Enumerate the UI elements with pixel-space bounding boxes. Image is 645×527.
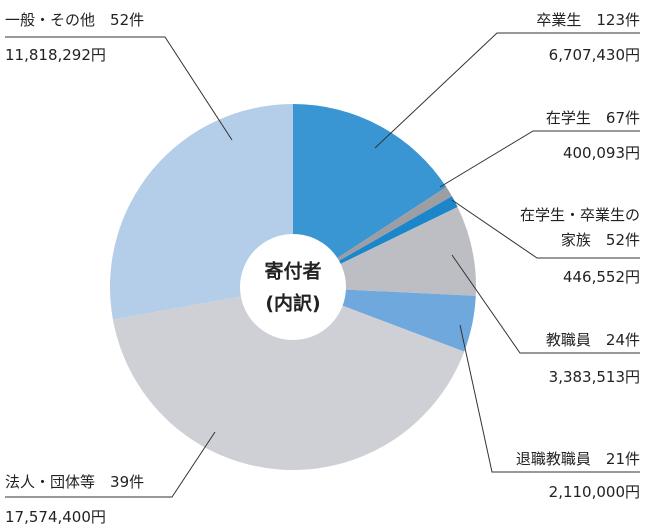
category-name: 教職員 xyxy=(545,331,591,349)
value-label: 2,110,000円 xyxy=(548,483,640,501)
value-label: 11,818,292円 xyxy=(5,46,106,64)
category-name: 在学生・卒業生の家族 xyxy=(519,206,640,249)
leader-line xyxy=(451,254,640,354)
center-label: (内訳) xyxy=(265,292,320,315)
leader-line xyxy=(439,130,640,188)
value-label: 3,383,513円 xyxy=(548,368,640,386)
category-name: 在学生 xyxy=(545,109,591,127)
value-label: 6,707,430円 xyxy=(548,46,640,64)
count-label: 52件 xyxy=(605,231,640,249)
count-label: 123件 xyxy=(596,11,640,29)
category-label: 退職教職員 21件 xyxy=(516,447,640,472)
count-label: 39件 xyxy=(110,473,145,491)
count-label: 21件 xyxy=(605,450,640,468)
value-label: 446,552円 xyxy=(562,268,640,286)
category-name: 卒業生 xyxy=(536,11,582,29)
category-label: 在学生 67件 xyxy=(546,106,640,131)
pie-slice xyxy=(293,104,447,287)
leader-line xyxy=(459,324,640,473)
category-label: 一般・その他 52件 xyxy=(5,8,144,33)
category-name: 法人・団体等 xyxy=(5,473,96,491)
center-circle xyxy=(240,234,346,340)
count-label: 67件 xyxy=(605,109,640,127)
pie-slice xyxy=(112,287,465,471)
leader-line xyxy=(451,199,640,259)
leader-line xyxy=(5,36,233,141)
value-label: 17,574,400円 xyxy=(5,508,106,526)
leader-line xyxy=(5,431,216,498)
category-label: 教職員 24件 xyxy=(546,328,640,353)
category-label: 卒業生 123件 xyxy=(536,8,640,33)
category-name: 退職教職員 xyxy=(515,450,591,468)
count-label: 52件 xyxy=(110,11,145,29)
count-label: 24件 xyxy=(605,331,640,349)
value-label: 400,093円 xyxy=(562,144,640,162)
category-label: 法人・団体等 39件 xyxy=(5,470,144,495)
center-label: 寄付者 xyxy=(264,260,321,283)
category-name: 一般・その他 xyxy=(5,11,96,29)
category-label: 在学生・卒業生の家族 52件 xyxy=(512,203,640,253)
leader-line xyxy=(374,32,640,149)
